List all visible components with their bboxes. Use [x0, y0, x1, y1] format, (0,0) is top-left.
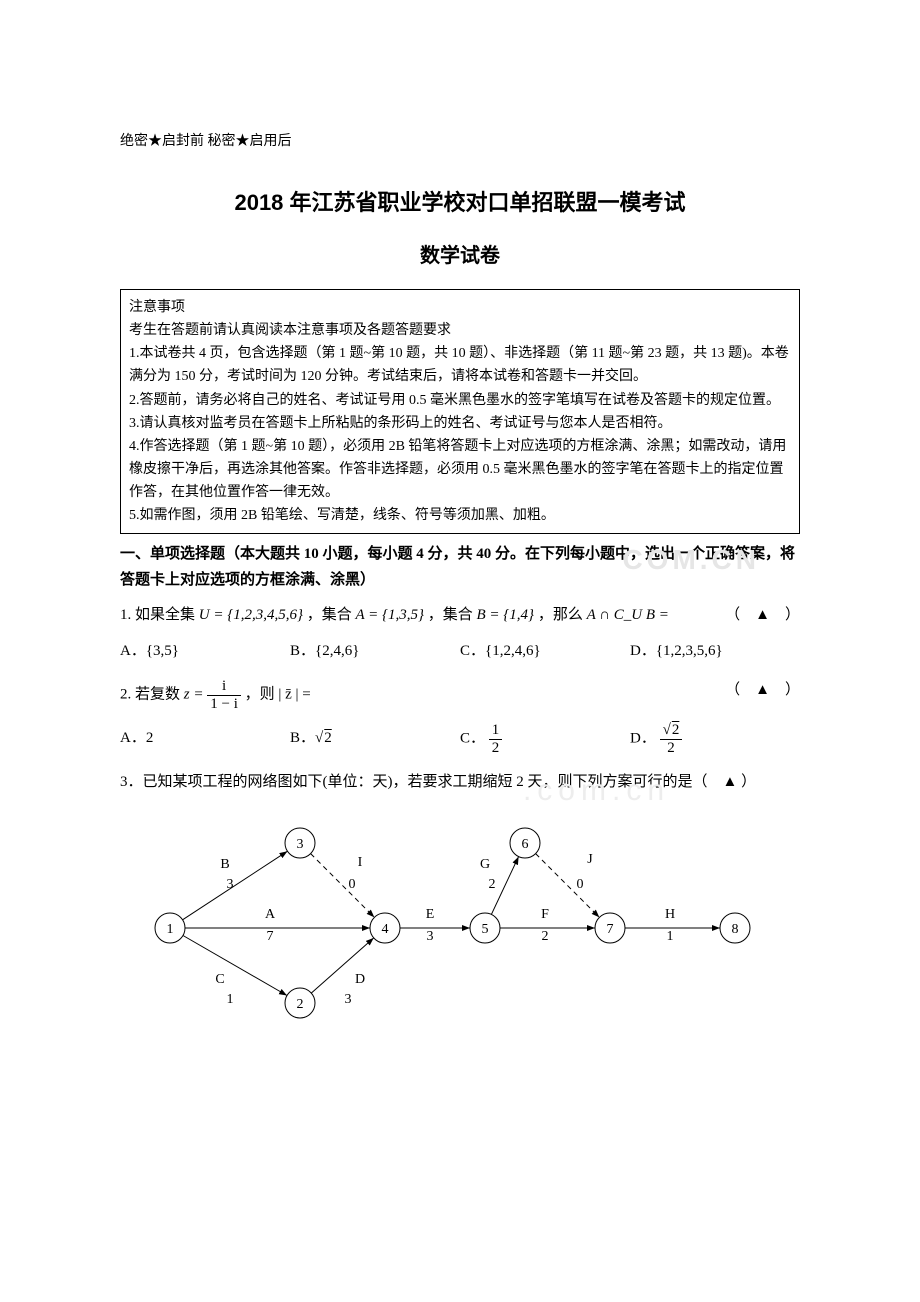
question-3: 3．已知某项工程的网络图如下(单位：天)，若要求工期缩短 2 天，则下列方案可行… — [120, 770, 800, 796]
network-diagram: B3A7C1D3I0E3G2F2J0H112345678 — [130, 808, 790, 1028]
q1-pre: 1. 如果全集 — [120, 607, 195, 623]
svg-text:3: 3 — [427, 929, 434, 944]
svg-text:I: I — [358, 855, 363, 870]
svg-text:1: 1 — [227, 992, 234, 1007]
q1-opt-c: C．{1,2,4,6} — [460, 639, 630, 665]
svg-text:7: 7 — [267, 929, 274, 944]
confidential-line: 绝密★启封前 秘密★启用后 — [120, 130, 800, 154]
q2-frac-den: 1 − i — [207, 696, 241, 713]
q1-mid2: ，集合 — [428, 607, 473, 623]
q2-opt-a: A．2 — [120, 726, 290, 752]
q2-opt-d-pre: D． — [630, 731, 656, 747]
q3-text: 3．已知某项工程的网络图如下(单位：天)，若要求工期缩短 2 天，则下列方案可行… — [120, 774, 756, 790]
q1-opt-a: A．{3,5} — [120, 639, 290, 665]
q2-fraction: i 1 − i — [207, 678, 241, 712]
q2-lhs: z = — [184, 687, 204, 703]
svg-text:3: 3 — [297, 837, 304, 852]
q2-opt-c-den: 2 — [489, 740, 503, 757]
q2-mid: ，则 | z̄ | = — [245, 687, 311, 703]
svg-text:H: H — [665, 907, 675, 922]
q2-opt-d-num-sqrt: 2 — [671, 722, 680, 738]
svg-text:C: C — [215, 972, 224, 987]
q2-opt-d-frac: √2 2 — [660, 722, 683, 756]
notice-heading: 注意事项 — [129, 296, 791, 319]
q1-u: U = {1,2,3,4,5,6} — [199, 607, 303, 623]
notice-item: 1.本试卷共 4 页，包含选择题（第 1 题~第 10 题，共 10 题）、非选… — [129, 342, 791, 388]
q1-a: A = {1,3,5} — [355, 607, 424, 623]
q2-opt-c-pre: C． — [460, 731, 485, 747]
q1-mid3: ，那么 — [538, 607, 583, 623]
section-1-heading-text: 一、单项选择题（本大题共 10 小题，每小题 4 分，共 40 分。在下列每小题… — [120, 546, 795, 588]
q2-frac-num: i — [207, 678, 241, 696]
q2-opt-b-sqrt: 2 — [323, 730, 332, 746]
notice-box: 注意事项 考生在答题前请认真阅读本注意事项及各题答题要求 1.本试卷共 4 页，… — [120, 289, 800, 534]
svg-text:0: 0 — [349, 877, 356, 892]
q2-opt-c-frac: 1 2 — [489, 722, 503, 756]
section-1-heading: 一、单项选择题（本大题共 10 小题，每小题 4 分，共 40 分。在下列每小题… — [120, 542, 800, 593]
q2-opt-b: B．√2 — [290, 726, 460, 752]
svg-text:6: 6 — [522, 837, 529, 852]
question-1: 1. 如果全集 U = {1,2,3,4,5,6} ，集合 A = {1,3,5… — [120, 603, 800, 629]
svg-text:4: 4 — [382, 922, 389, 937]
q1-b: B = {1,4} — [477, 607, 535, 623]
title-sub: 数学试卷 — [120, 239, 800, 273]
q2-opt-d: D． √2 2 — [630, 722, 800, 756]
svg-text:D: D — [355, 972, 365, 987]
svg-text:3: 3 — [227, 877, 234, 892]
q2-opt-c: C． 1 2 — [460, 722, 630, 756]
svg-text:2: 2 — [297, 997, 304, 1012]
notice-intro: 考生在答题前请认真阅读本注意事项及各题答题要求 — [129, 319, 791, 342]
svg-text:2: 2 — [542, 929, 549, 944]
q2-blank: （ ▲ ） — [725, 678, 800, 712]
svg-text:G: G — [480, 857, 490, 872]
notice-item: 3.请认真核对监考员在答题卡上所粘贴的条形码上的姓名、考试证号与您本人是否相符。 — [129, 412, 791, 435]
q2-options: A．2 B．√2 C． 1 2 D． √2 2 — [120, 722, 800, 756]
notice-item: 4.作答选择题（第 1 题~第 10 题），必须用 2B 铅笔将答题卡上对应选项… — [129, 435, 791, 504]
q1-opt-d: D．{1,2,3,5,6} — [630, 639, 800, 665]
q1-mid1: ，集合 — [307, 607, 352, 623]
svg-text:F: F — [541, 907, 549, 922]
q2-opt-d-num: √2 — [660, 722, 683, 740]
svg-text:1: 1 — [167, 922, 174, 937]
svg-text:J: J — [587, 852, 593, 867]
svg-text:5: 5 — [482, 922, 489, 937]
svg-text:8: 8 — [732, 922, 739, 937]
svg-text:2: 2 — [489, 877, 496, 892]
svg-text:3: 3 — [345, 992, 352, 1007]
q2-opt-d-den: 2 — [660, 740, 683, 757]
svg-text:E: E — [426, 907, 435, 922]
q1-opt-b: B．{2,4,6} — [290, 639, 460, 665]
q2-opt-b-pre: B． — [290, 730, 315, 746]
notice-item: 2.答题前，请务必将自己的姓名、考试证号用 0.5 毫米黑色墨水的签字笔填写在试… — [129, 389, 791, 412]
q1-expr: A ∩ C_U B = — [587, 607, 669, 623]
notice-item: 5.如需作图，须用 2B 铅笔绘、写清楚，线条、符号等须加黑、加粗。 — [129, 504, 791, 527]
q2-pre: 2. 若复数 — [120, 687, 180, 703]
question-2: 2. 若复数 z = i 1 − i ，则 | z̄ | = （ ▲ ） — [120, 678, 800, 712]
svg-text:1: 1 — [667, 929, 674, 944]
title-main: 2018 年江苏省职业学校对口单招联盟一模考试 — [120, 184, 800, 221]
svg-text:7: 7 — [607, 922, 614, 937]
svg-text:A: A — [265, 907, 276, 922]
q1-blank: （ ▲ ） — [725, 603, 800, 629]
svg-text:0: 0 — [577, 877, 584, 892]
q2-opt-c-num: 1 — [489, 722, 503, 740]
q1-options: A．{3,5} B．{2,4,6} C．{1,2,4,6} D．{1,2,3,5… — [120, 639, 800, 665]
svg-text:B: B — [220, 857, 229, 872]
